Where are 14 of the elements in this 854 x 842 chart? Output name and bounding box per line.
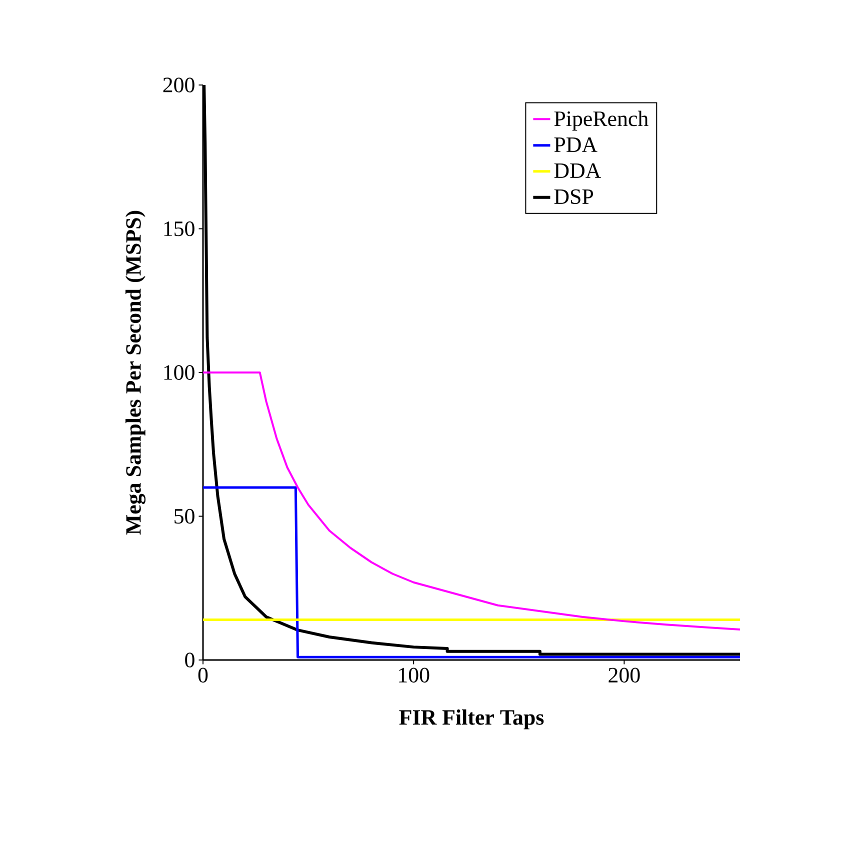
legend-label: PipeRench bbox=[554, 110, 648, 131]
x-tick-label: 200 bbox=[608, 668, 640, 683]
y-tick-label: 0 bbox=[185, 652, 194, 668]
y-tick-label: 50 bbox=[174, 508, 194, 524]
legend-label: DDA bbox=[554, 163, 602, 178]
y-tick-label: 100 bbox=[164, 365, 194, 380]
x-tick-label: 0 bbox=[198, 668, 208, 683]
y-tick-label: 200 bbox=[163, 78, 194, 92]
x-tick-label: 100 bbox=[399, 668, 430, 683]
y-tick-label: 150 bbox=[164, 221, 194, 236]
x-axis-title: FIR Filter Taps bbox=[399, 709, 544, 730]
y-axis-title: Mega Samples Per Second (MSPS) bbox=[125, 210, 146, 535]
legend-label: DSP bbox=[554, 189, 594, 204]
legend-label: PDA bbox=[554, 137, 598, 152]
